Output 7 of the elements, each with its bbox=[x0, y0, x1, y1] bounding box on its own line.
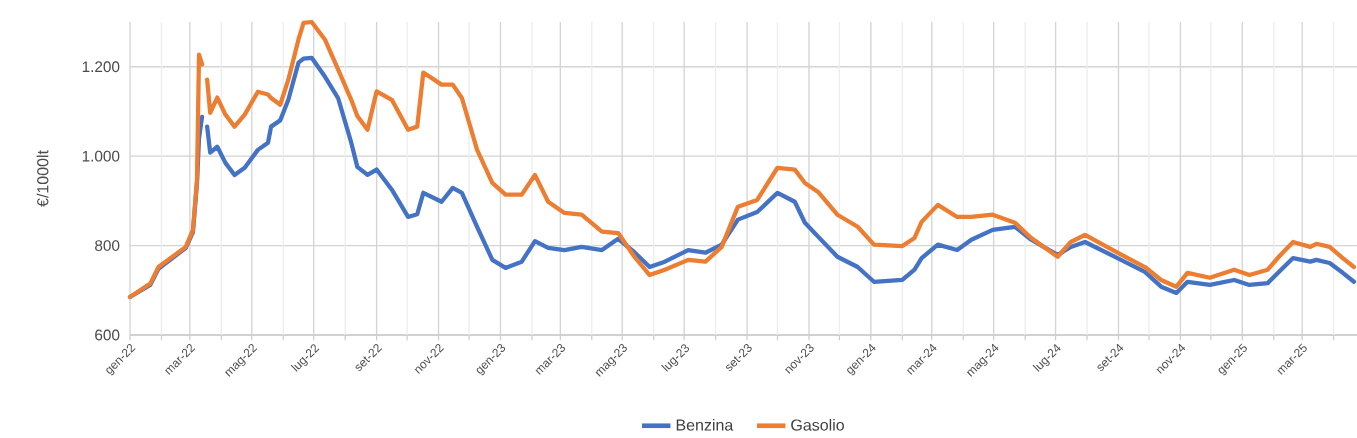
y-tick-label: 1.000 bbox=[82, 150, 120, 162]
y-tick-label: 800 bbox=[95, 240, 120, 251]
legend-label: Benzina bbox=[676, 418, 734, 431]
y-tick-label: 1.200 bbox=[82, 61, 120, 73]
y-axis-title: €/1000lt bbox=[36, 150, 49, 207]
y-tick-label: 600 bbox=[95, 329, 120, 341]
legend-label: Gasolio bbox=[791, 418, 844, 431]
